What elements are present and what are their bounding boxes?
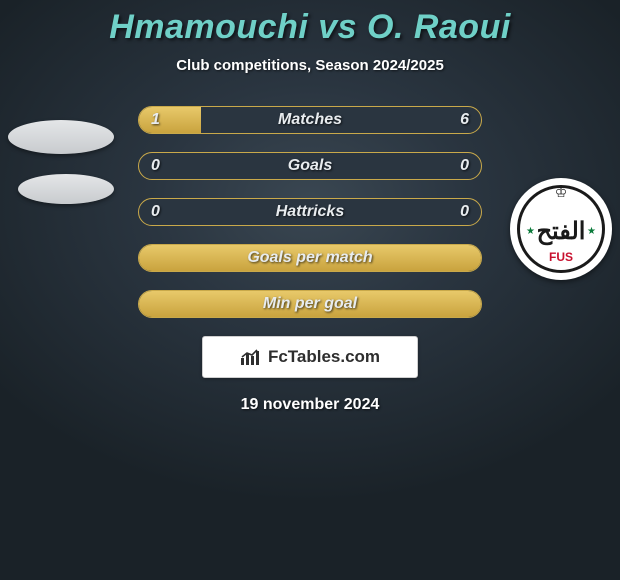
bar-row: Goals per match (138, 244, 482, 272)
bar-row: 00Hattricks (138, 198, 482, 226)
player-left-avatars (8, 120, 114, 204)
club-fus-text: FUS (547, 250, 575, 264)
club-arabic-text: الفتح (537, 220, 586, 244)
avatar-placeholder (18, 174, 114, 204)
brand-text: FcTables.com (268, 347, 380, 367)
brand-box[interactable]: FcTables.com (202, 336, 418, 378)
star-icon: ★ (526, 226, 535, 237)
star-icon: ★ (587, 226, 596, 237)
crown-icon: ♔ (555, 184, 568, 201)
content: Hmamouchi vs O. Raoui Club competitions,… (0, 0, 620, 414)
brand-bars-icon (240, 348, 262, 366)
bar-label: Goals per match (139, 245, 481, 271)
date-text: 19 november 2024 (0, 396, 620, 414)
bar-label: Goals (139, 153, 481, 179)
bar-row: 16Matches (138, 106, 482, 134)
page-title: Hmamouchi vs O. Raoui (0, 8, 620, 47)
bar-label: Min per goal (139, 291, 481, 317)
bar-label: Hattricks (139, 199, 481, 225)
club-badge: ♔ ★ ★ الفتح FUS (510, 178, 612, 280)
subtitle: Club competitions, Season 2024/2025 (0, 57, 620, 74)
bar-label: Matches (139, 107, 481, 133)
club-right-badge: ♔ ★ ★ الفتح FUS (510, 178, 612, 280)
comparison-bars: 16Matches 00Goals 00Hattricks Goals per mat… (138, 106, 482, 318)
bar-row: 00Goals (138, 152, 482, 180)
club-badge-inner: ♔ ★ ★ الفتح FUS (517, 185, 605, 273)
avatar-placeholder (8, 120, 114, 154)
bar-row: Min per goal (138, 290, 482, 318)
